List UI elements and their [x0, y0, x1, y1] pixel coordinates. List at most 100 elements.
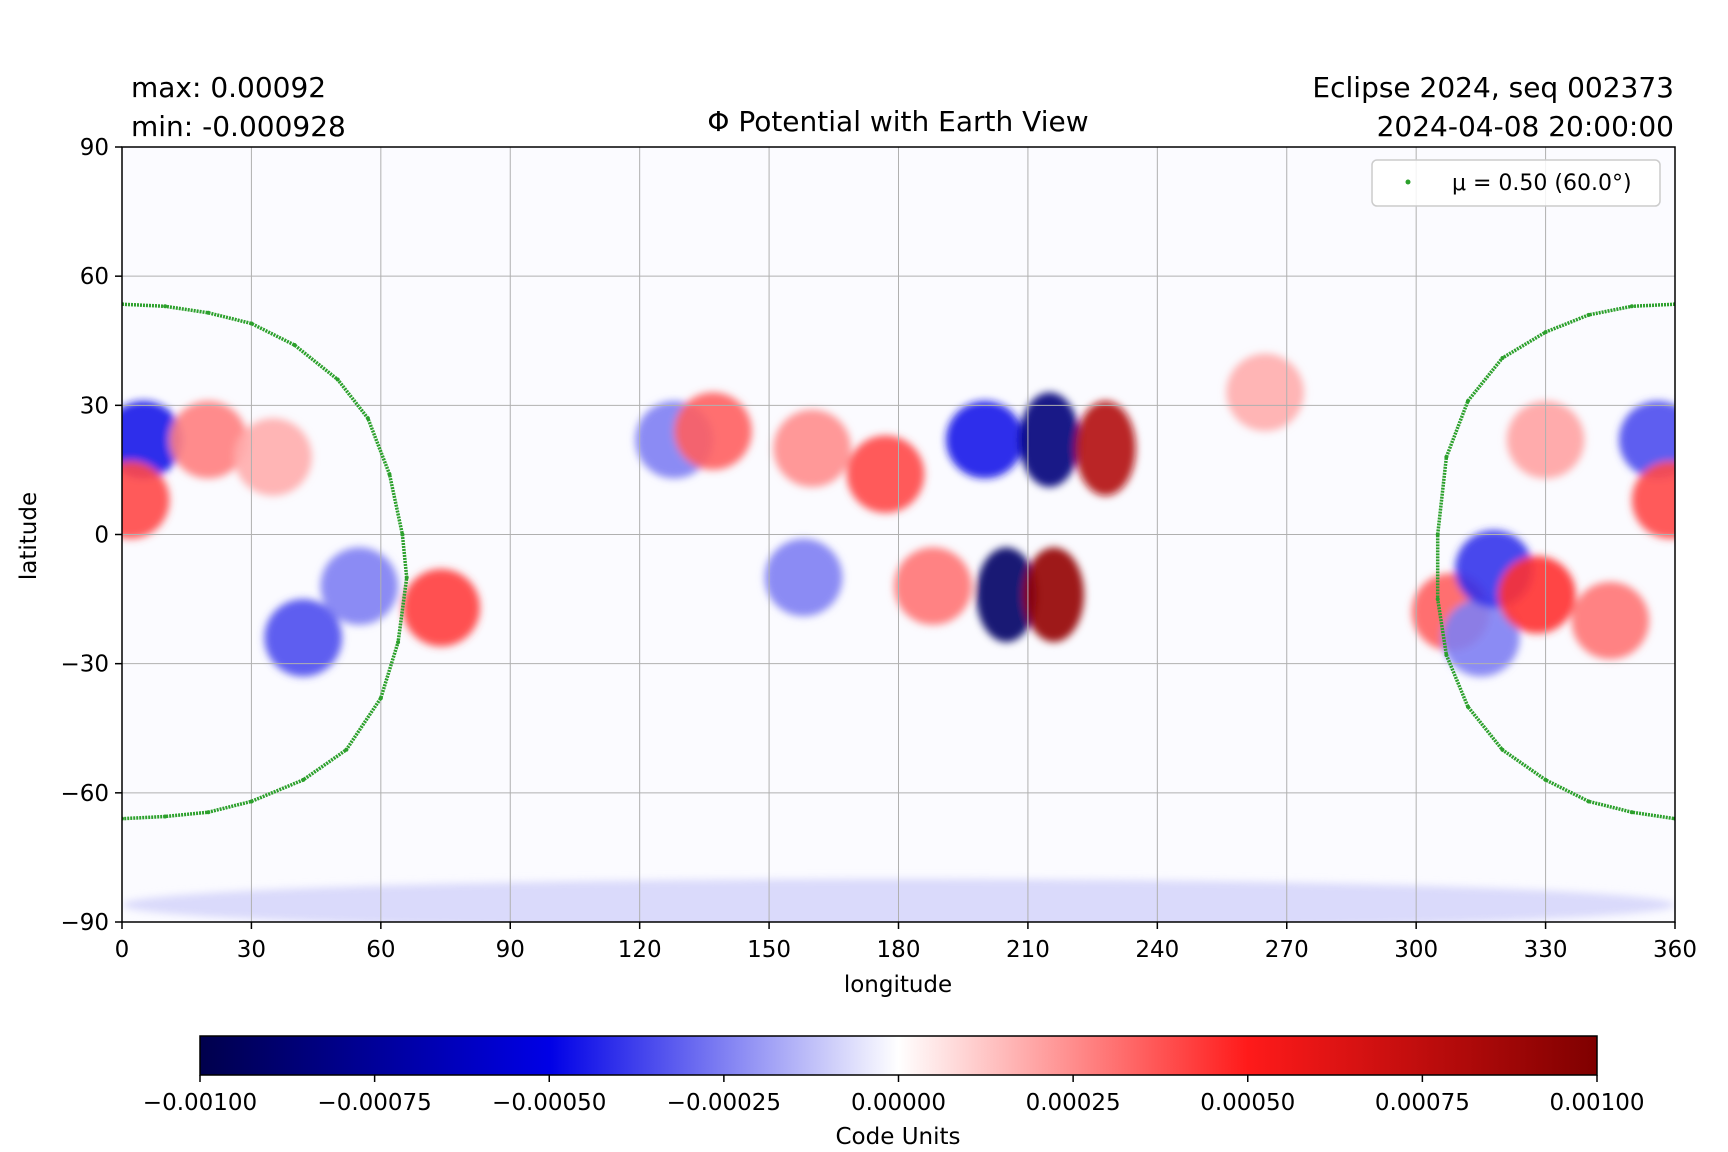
plot-area: 0 30 60 90 120 150 180 210 240 270 300 330 360 −90−6… [16, 135, 1697, 998]
x-tick-label: 180 [877, 937, 921, 963]
heatmap-cell [122, 401, 183, 479]
limb-point [1435, 597, 1440, 602]
y-axis-ticks: −90 −60 −30 0 30 60 90 [60, 135, 122, 936]
heatmap-cell [1019, 392, 1080, 488]
heatmap-cell [1226, 353, 1305, 432]
datetime-text: 2024-04-08 20:00:00 [1377, 110, 1674, 143]
colorbar-tick-label: 0.00100 [1549, 1090, 1644, 1116]
heatmap-cell [894, 547, 972, 625]
heatmap-cell [773, 409, 852, 488]
limb-point [1543, 777, 1548, 782]
limb-point [301, 777, 306, 782]
x-axis-label: longitude [844, 972, 952, 998]
colorbar-tick-label: −0.00050 [492, 1090, 606, 1116]
limb-point [1500, 355, 1505, 360]
limb-point [1629, 304, 1634, 309]
heatmap-cell [122, 461, 170, 539]
limb-point [404, 575, 409, 580]
limb-point [163, 304, 168, 309]
limb-curve-layer [122, 302, 1675, 821]
heatmap-cell [1442, 599, 1520, 677]
colorbar: −0.00100 −0.00075 −0.00050 −0.00025 0.00000 0… [143, 1035, 1645, 1150]
heatmap-cell [1075, 401, 1136, 496]
y-tick-label: 30 [80, 393, 109, 419]
heatmap-cell [234, 418, 312, 496]
max-value-text: max: 0.00092 [131, 71, 326, 104]
limb-point [1586, 799, 1591, 804]
colorbar-tick-label: 0.00050 [1200, 1090, 1295, 1116]
heatmap-cell [1571, 581, 1650, 660]
x-tick-label: 90 [496, 937, 525, 963]
limb-curve-left [122, 302, 409, 821]
x-tick-label: 0 [115, 937, 130, 963]
limb-point [1444, 455, 1449, 459]
heatmap-cell [402, 568, 481, 647]
limb-curve-right [1435, 302, 1675, 821]
limb-point [1500, 747, 1505, 752]
x-axis-ticks: 0 30 60 90 120 150 180 210 240 270 300 330 360 [115, 922, 1697, 963]
y-tick-label: −60 [60, 781, 109, 807]
x-tick-label: 270 [1265, 937, 1309, 963]
limb-point [1586, 312, 1591, 317]
x-tick-label: 120 [618, 937, 662, 963]
limb-point [1543, 330, 1548, 335]
min-value-text: min: -0.000928 [131, 110, 346, 143]
x-tick-label: 330 [1524, 937, 1568, 963]
y-tick-label: 90 [80, 135, 109, 161]
heatmap-cell [1498, 556, 1576, 634]
colorbar-gradient [199, 1035, 1598, 1076]
legend: μ = 0.50 (60.0°) [1371, 159, 1661, 207]
limb-point [344, 747, 349, 752]
limb-point [206, 310, 211, 315]
colorbar-tick-label: −0.00100 [143, 1090, 257, 1116]
limb-point [249, 321, 254, 326]
x-tick-label: 240 [1135, 937, 1179, 963]
limb-point [292, 343, 297, 348]
heatmap-cell [764, 538, 843, 617]
limb-point [378, 696, 383, 701]
y-tick-label: −30 [60, 652, 109, 678]
limb-point [1465, 704, 1470, 709]
heatmap-cell [1618, 401, 1675, 479]
y-tick-label: −90 [60, 910, 109, 936]
limb-point [1465, 399, 1470, 404]
colorbar-tick-label: 0.00000 [851, 1090, 946, 1116]
limb-point [206, 810, 211, 815]
x-tick-label: 30 [237, 937, 266, 963]
heatmap-cell [976, 547, 1037, 643]
limb-point [396, 640, 401, 645]
limb-point [1629, 810, 1634, 815]
heatmap-cell [1631, 461, 1675, 539]
heatmap-cell [1023, 547, 1084, 643]
heatmap-cell [264, 599, 343, 677]
limb-point [335, 377, 340, 382]
heatmap-cell [674, 392, 752, 470]
colorbar-label: Code Units [836, 1124, 961, 1150]
limb-point [1444, 653, 1449, 658]
limb-point [249, 799, 254, 804]
y-tick-label: 0 [94, 523, 109, 549]
limb-point [365, 416, 370, 421]
heatmap-cell [945, 401, 1024, 479]
event-text: Eclipse 2024, seq 002373 [1312, 71, 1674, 104]
x-tick-label: 150 [747, 937, 791, 963]
chart-title: Φ Potential with Earth View [707, 105, 1088, 138]
limb-point [1435, 532, 1440, 537]
heatmap-cell [169, 401, 248, 479]
heatmap-cell [320, 547, 399, 625]
limb-point [387, 472, 392, 477]
legend-marker [1405, 179, 1411, 185]
x-tick-label: 360 [1653, 937, 1697, 963]
x-tick-label: 210 [1006, 937, 1050, 963]
colorbar-tick-label: 0.00025 [1026, 1090, 1121, 1116]
heatmap-cell [846, 435, 925, 513]
colorbar-tick-label: 0.00075 [1375, 1090, 1470, 1116]
y-axis-label: latitude [16, 492, 42, 580]
colorbar-ticks: −0.00100 −0.00075 −0.00050 −0.00025 0.00000 0… [143, 1075, 1645, 1116]
grid-lines [122, 147, 1675, 922]
legend-box [1371, 159, 1661, 207]
y-tick-label: 60 [80, 264, 109, 290]
limb-point [400, 532, 405, 537]
limb-point [163, 814, 168, 819]
x-tick-label: 300 [1394, 937, 1438, 963]
